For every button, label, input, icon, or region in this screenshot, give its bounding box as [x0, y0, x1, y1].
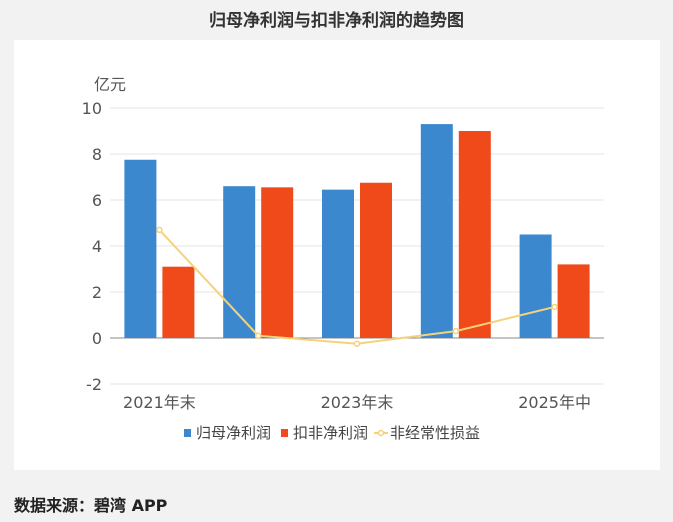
y-tick-label: 8	[92, 145, 102, 164]
line-point	[156, 226, 163, 234]
y-tick-label: -2	[86, 375, 102, 394]
y-unit-label: 亿元	[94, 75, 126, 94]
bar-deducted-net-profit	[557, 264, 590, 338]
line-point	[353, 340, 361, 347]
legend-label: 非经常性损益	[390, 424, 480, 442]
y-tick-label: 2	[92, 283, 102, 302]
data-source: 数据来源：碧湾 APP	[14, 496, 168, 515]
x-tick-label: 2025年中	[518, 393, 591, 412]
bar-deducted-net-profit	[261, 187, 294, 338]
line-point	[254, 332, 262, 339]
chart-panel: -2 0 2 4 6 8 10 亿元 2021年末 2023年末 2025年中归母净利润 扣非净利润 非…	[14, 40, 660, 470]
bar-parent-net-profit	[124, 159, 157, 338]
bar-deducted-net-profit	[162, 266, 195, 338]
bar-deducted-net-profit	[458, 131, 491, 338]
line-point	[551, 303, 558, 311]
bar-parent-net-profit	[519, 234, 552, 338]
legend-marker	[377, 429, 385, 437]
bar-parent-net-profit	[322, 189, 354, 338]
y-tick-label: 10	[82, 99, 102, 118]
y-tick-label: 0	[92, 329, 102, 348]
bar-deducted-net-profit	[360, 182, 392, 338]
bar-parent-net-profit	[420, 124, 453, 338]
y-tick-label: 4	[92, 237, 102, 256]
legend-label: 扣非净利润	[293, 424, 368, 442]
line-non-recurring	[158, 229, 555, 345]
x-tick-label: 2021年末	[123, 393, 196, 412]
x-tick-label: 2023年末	[321, 393, 394, 412]
legend-label: 归母净利润	[196, 424, 271, 442]
legend-marker	[184, 429, 191, 437]
y-tick-label: 6	[92, 191, 102, 210]
line-point	[452, 327, 460, 335]
chart-title: 归母净利润与扣非净利润的趋势图	[209, 11, 464, 31]
bar-parent-net-profit	[223, 186, 256, 338]
legend-marker	[281, 429, 288, 437]
